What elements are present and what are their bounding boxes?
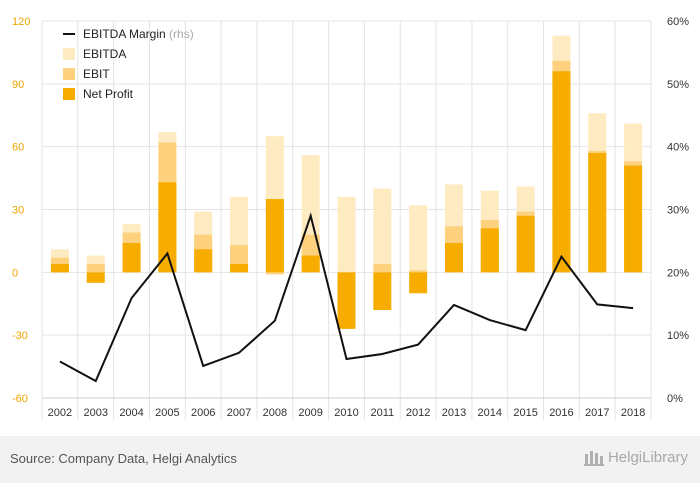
legend-label-main: Net Profit: [83, 87, 134, 101]
y-left-tick-label: 30: [12, 205, 24, 217]
chart: 120 90 60 30 0 -30 -60 60% 50% 40% 30% 20% 10% 0% 2002…: [12, 16, 689, 420]
bar-net-profit-2009: [301, 255, 320, 273]
bar-net-profit-2016: [552, 71, 571, 273]
y-right-tick-label: 30%: [667, 205, 689, 217]
x-tick-label: 2004: [119, 407, 143, 419]
bar-ebitda-2011: [373, 188, 392, 273]
x-tick-label: 2007: [227, 407, 251, 419]
legend-swatch-box: [63, 68, 75, 80]
bar-ebitda-2012: [409, 205, 428, 273]
x-tick-label: 2017: [585, 407, 609, 419]
y-left-tick-label: 90: [12, 79, 24, 91]
x-tick-label: 2008: [263, 407, 287, 419]
legend-swatch-box: [63, 48, 75, 60]
bar-net-profit-2010: [337, 272, 356, 329]
x-tick-label: 2002: [48, 407, 72, 419]
y-left-tick-label: 0: [12, 267, 18, 279]
library-icon: [583, 451, 604, 466]
brand-logo[interactable]: HelgiLibrary: [583, 448, 688, 466]
legend-label-main: EBIT: [83, 67, 110, 81]
y-left-tick-label: 60: [12, 142, 24, 154]
bar-net-profit-2011: [373, 272, 392, 311]
legend-label: Net Profit: [83, 87, 134, 101]
bar-net-profit-2013: [444, 243, 463, 273]
y-right-tick-label: 20%: [667, 267, 689, 279]
y-right-tick-label: 50%: [667, 79, 689, 91]
bar-net-profit-2008: [265, 199, 284, 273]
legend-label: EBIT: [83, 67, 110, 81]
x-tick-label: 2006: [191, 407, 215, 419]
y-left-tick-label: -30: [12, 330, 28, 342]
x-tick-label: 2014: [478, 407, 502, 419]
y-left-tick-label: 120: [12, 16, 30, 28]
x-tick-label: 2005: [155, 407, 179, 419]
legend-label-suffix: (rhs): [166, 27, 194, 41]
bar-ebitda-2010: [337, 196, 356, 273]
x-tick-label: 2012: [406, 407, 430, 419]
x-tick-label: 2003: [83, 407, 107, 419]
bar-ebit-2008: [265, 272, 284, 275]
legend-label-main: EBITDA Margin: [83, 27, 166, 41]
bar-net-profit-2005: [158, 182, 177, 273]
x-tick-label: 2015: [513, 407, 537, 419]
bar-ebit-2011: [373, 263, 392, 273]
y-right-tick-label: 60%: [667, 16, 689, 28]
bar-net-profit-2012: [409, 272, 428, 294]
bar-net-profit-2006: [194, 249, 213, 273]
y-left-tick-label: -60: [12, 393, 28, 405]
bar-net-profit-2017: [588, 152, 607, 273]
x-tick-label: 2009: [298, 407, 322, 419]
brand-name: HelgiLibrary: [607, 448, 688, 466]
footer: Source: Company Data, Helgi Analytics He…: [0, 436, 700, 483]
legend-swatch-box: [63, 88, 75, 100]
bar-net-profit-2004: [122, 243, 141, 273]
bar-ebit-2003: [86, 263, 105, 273]
bar-net-profit-2007: [230, 263, 249, 273]
y-right-tick-label: 0%: [667, 393, 683, 405]
y-right-tick-label: 40%: [667, 142, 689, 154]
bar-net-profit-2018: [624, 165, 643, 273]
source-text: Source: Company Data, Helgi Analytics: [10, 451, 237, 466]
x-tick-label: 2018: [621, 407, 645, 419]
x-tick-label: 2016: [549, 407, 573, 419]
x-tick-label: 2010: [334, 407, 358, 419]
legend-label: EBITDA Margin (rhs): [83, 27, 194, 41]
bar-net-profit-2014: [480, 228, 499, 273]
x-tick-label: 2013: [442, 407, 466, 419]
y-right-tick-label: 10%: [667, 330, 689, 342]
bar-net-profit-2015: [516, 215, 535, 273]
bar-net-profit-2002: [50, 263, 69, 273]
legend-label: EBITDA: [83, 47, 126, 61]
bar-ebit-2012: [409, 270, 428, 273]
legend-label-main: EBITDA: [83, 47, 126, 61]
x-tick-label: 2011: [370, 407, 394, 419]
bar-net-profit-2003: [86, 272, 105, 283]
